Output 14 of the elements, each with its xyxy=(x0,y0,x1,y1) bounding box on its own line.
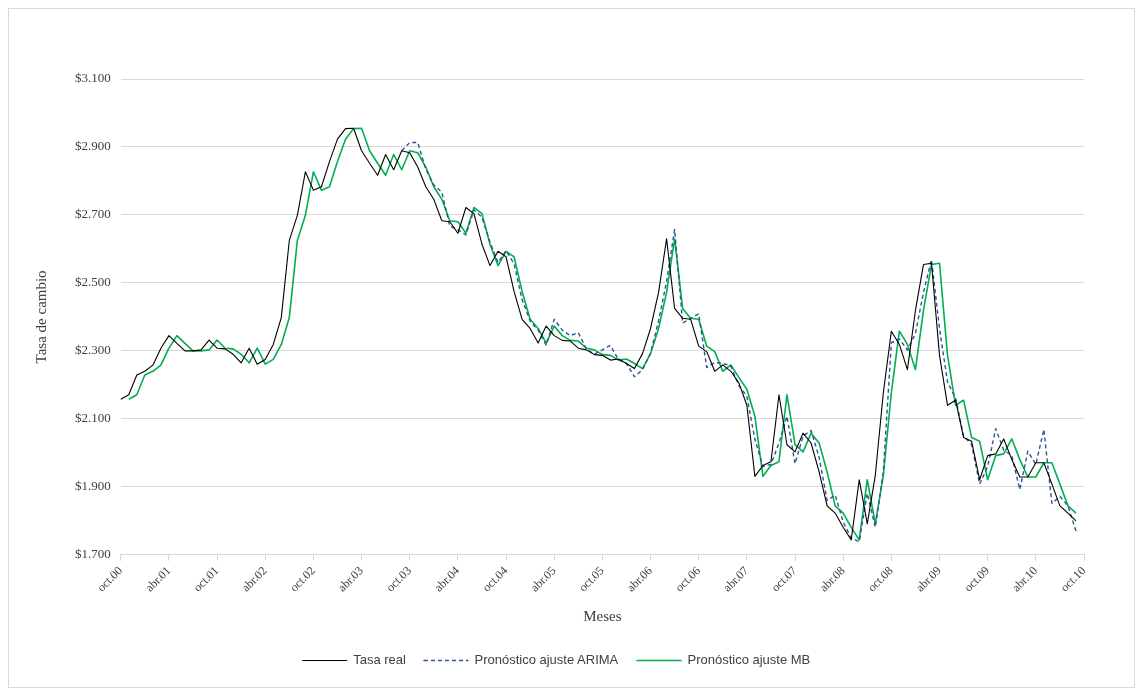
legend-label: Tasa real xyxy=(353,652,407,668)
y-tick-label: $2.500 xyxy=(75,274,111,290)
legend-label: Pronóstico ajuste MB xyxy=(687,652,811,668)
legend-label: Pronóstico ajuste ARIMA xyxy=(474,652,619,668)
y-tick-label: $1.900 xyxy=(75,478,111,494)
y-tick-label: $2.100 xyxy=(75,410,111,426)
y-tick-label: $2.700 xyxy=(75,206,111,222)
y-axis-title: Tasa de cambio xyxy=(32,270,49,364)
line-series xyxy=(401,141,1077,543)
x-axis-title: Meses xyxy=(583,607,622,624)
y-tick-label: $2.300 xyxy=(75,342,111,358)
y-tick-label: $1.700 xyxy=(75,546,111,562)
y-tick-label: $3.100 xyxy=(75,70,111,86)
y-tick-label: $2.900 xyxy=(75,138,111,154)
